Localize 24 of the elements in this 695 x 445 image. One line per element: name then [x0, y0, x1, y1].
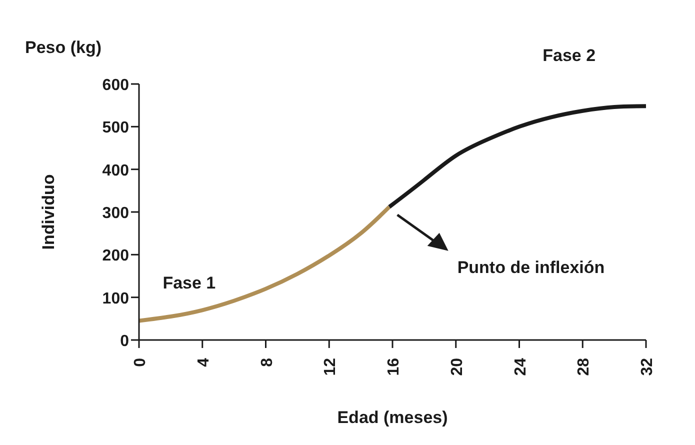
x-tick-label: 8 — [258, 358, 276, 367]
x-tick-label: 0 — [132, 358, 149, 367]
annotation: Punto de inflexión — [457, 258, 605, 277]
y-tick-label: 500 — [102, 120, 130, 137]
x-tick-label: 4 — [195, 358, 212, 367]
x-tick-label: 20 — [448, 358, 466, 376]
y-tick-label: 0 — [120, 333, 130, 350]
y-tick-label: 400 — [102, 162, 130, 180]
series-label: Fase 1 — [162, 274, 216, 293]
y-axis-title: Individuo — [39, 174, 58, 250]
x-tick-label: 12 — [322, 358, 340, 376]
y-tick-label: 600 — [102, 77, 130, 94]
y-tick-label: 300 — [102, 205, 130, 222]
x-tick-label: 28 — [576, 358, 593, 376]
y-tick-label: 200 — [102, 248, 130, 265]
x-axis-title: Edad (meses) — [337, 408, 448, 427]
y-tick-label: 100 — [102, 290, 130, 308]
chart-title: Peso (kg) — [25, 38, 102, 58]
text: Fase 2 — [542, 46, 596, 65]
x-tick-label: 16 — [386, 358, 402, 376]
line-series — [139, 204, 392, 323]
x-tick-label: 24 — [512, 358, 530, 376]
line-series — [387, 104, 646, 209]
x-tick-label: 32 — [639, 358, 656, 376]
